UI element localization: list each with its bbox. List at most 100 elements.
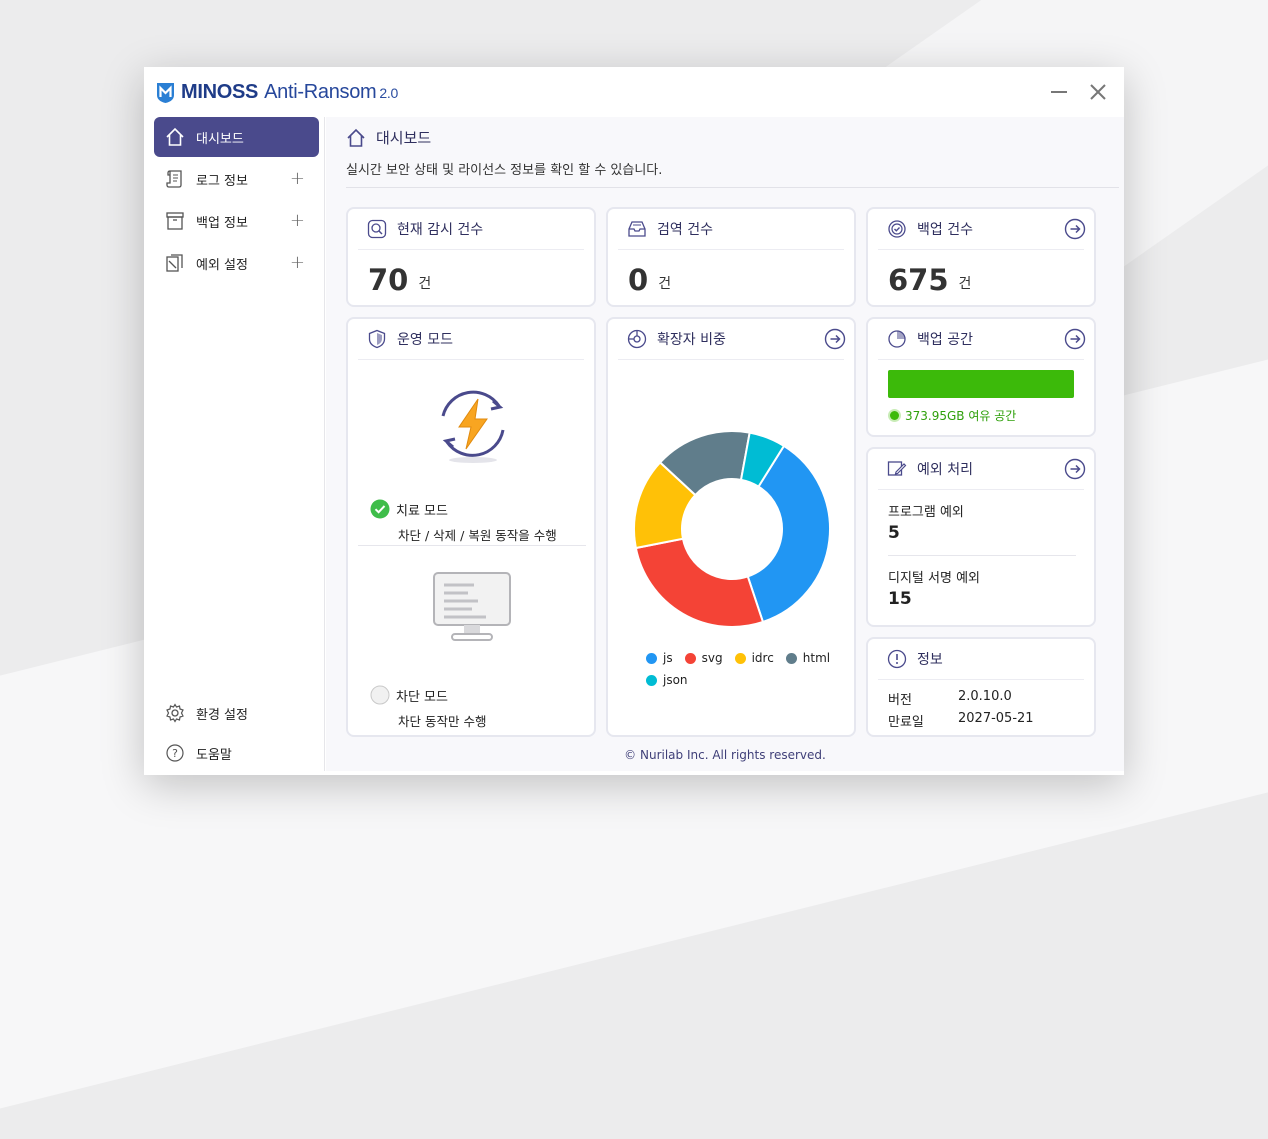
- legend-item-html[interactable]: html: [785, 651, 831, 665]
- sidebar-item-log[interactable]: 로그 정보 +: [154, 159, 319, 199]
- sidebar-item-label: 대시보드: [196, 131, 244, 147]
- block-mode-monitor-icon: [433, 572, 511, 641]
- backup-space-card: 백업 공간 373.95GB 여유 공간: [866, 317, 1096, 437]
- archive-box-icon: [164, 210, 186, 232]
- legend-swatch: [646, 674, 657, 686]
- signature-exception-value: 15: [888, 589, 912, 609]
- minimize-icon[interactable]: [1048, 81, 1070, 103]
- card-title: 확장자 비중: [657, 332, 726, 348]
- legend-swatch: [684, 652, 696, 664]
- legend-label: json: [663, 673, 688, 687]
- title-bar: MINOSS Anti-Ransom 2.0: [144, 67, 1124, 117]
- page-description: 실시간 보안 상태 및 라이선스 정보를 확인 할 수 있습니다.: [346, 163, 663, 178]
- cure-mode-label: 치료 모드: [396, 503, 448, 519]
- log-scroll-icon: [164, 168, 186, 190]
- arrow-right-icon[interactable]: [824, 328, 846, 350]
- card-title: 정보: [917, 652, 943, 668]
- home-icon: [347, 128, 365, 147]
- inbox-tray-icon: [626, 218, 648, 240]
- donut-slice-json[interactable]: [739, 431, 786, 488]
- divider: [358, 545, 586, 546]
- sidebar-item-label: 예외 설정: [196, 257, 248, 273]
- arrow-right-icon[interactable]: [1064, 328, 1086, 350]
- exception-edit-icon: [886, 458, 908, 480]
- card-title: 백업 공간: [917, 332, 973, 348]
- version-label: 버전: [888, 693, 912, 708]
- sidebar-item-backup[interactable]: 백업 정보 +: [154, 201, 319, 241]
- legend-label: js: [663, 651, 673, 665]
- help-icon: ?: [164, 742, 186, 764]
- sidebar-item-dashboard[interactable]: 대시보드: [154, 117, 319, 157]
- legend-item-idrc[interactable]: idrc: [734, 651, 774, 665]
- app-logo: MINOSS Anti-Ransom 2.0: [156, 81, 398, 104]
- donut-slice-js[interactable]: [746, 444, 831, 624]
- page-header: 대시보드: [346, 127, 431, 148]
- extension-ratio-card: 확장자 비중 js svg idrc html json: [606, 317, 856, 737]
- radio-off-icon: [370, 685, 390, 705]
- donut-slice-svg[interactable]: [634, 537, 765, 628]
- free-space-text: 373.95GB 여유 공간: [905, 409, 1017, 423]
- info-icon: [886, 648, 908, 670]
- search-icon: [366, 218, 388, 240]
- sidebar-item-help[interactable]: ? 도움말: [154, 733, 319, 773]
- page-title: 대시보드: [376, 129, 432, 147]
- svg-text:?: ?: [172, 747, 178, 760]
- check-circle-icon: [370, 499, 390, 519]
- legend-label: idrc: [751, 651, 774, 665]
- exception-docs-icon: [164, 252, 186, 274]
- backup-count-value: 675 건: [888, 263, 972, 297]
- sidebar: 대시보드 로그 정보 + 백업 정보 + 예외 설정 +: [144, 117, 325, 771]
- expand-icon[interactable]: +: [289, 168, 305, 189]
- operation-mode-card: 운영 모드 치료 모드 차단 / 삭제 / 복원 동작을 수행: [346, 317, 596, 737]
- copyright-footer: © Nurilab Inc. All rights reserved.: [624, 748, 826, 762]
- card-title: 검역 건수: [657, 222, 713, 238]
- expand-icon[interactable]: +: [289, 210, 305, 231]
- minoss-shield-icon: [157, 82, 174, 103]
- block-mode-option[interactable]: 차단 모드: [370, 685, 448, 705]
- arrow-right-icon[interactable]: [1064, 218, 1086, 240]
- chart-legend: js svg idrc html json: [646, 651, 846, 695]
- divider: [346, 187, 1119, 188]
- monitor-count-card: 현재 감시 건수 70 건: [346, 207, 596, 307]
- app-window: MINOSS Anti-Ransom 2.0 대시보드 로그 정보 +: [144, 67, 1124, 775]
- extension-donut-chart: [633, 430, 831, 628]
- sidebar-item-label: 백업 정보: [196, 215, 248, 231]
- block-mode-label: 차단 모드: [396, 689, 448, 705]
- legend-label: html: [802, 651, 831, 665]
- close-icon[interactable]: [1087, 81, 1109, 103]
- gear-icon: [164, 702, 186, 724]
- card-title: 현재 감시 건수: [397, 222, 484, 238]
- backup-count-card: 백업 건수 675 건: [866, 207, 1096, 307]
- block-mode-description: 차단 동작만 수행: [398, 714, 487, 729]
- home-icon: [164, 126, 186, 148]
- sidebar-item-label: 환경 설정: [196, 707, 248, 723]
- arrow-right-icon[interactable]: [1064, 458, 1086, 480]
- signature-exception-label: 디지털 서명 예외: [888, 571, 980, 586]
- pie-target-icon: [626, 328, 648, 350]
- program-exception-value: 5: [888, 523, 900, 543]
- sidebar-item-label: 도움말: [196, 747, 232, 763]
- expand-icon[interactable]: +: [289, 252, 305, 273]
- exception-card: 예외 처리 프로그램 예외 5 디지털 서명 예외 15: [866, 447, 1096, 627]
- app-brand: MINOSS Anti-Ransom 2.0: [181, 81, 398, 103]
- expire-value: 2027-05-21: [958, 711, 1034, 726]
- legend-swatch: [785, 652, 797, 664]
- legend-item-js[interactable]: js: [646, 651, 673, 665]
- cure-mode-option[interactable]: 치료 모드: [370, 499, 448, 519]
- sidebar-item-settings[interactable]: 환경 설정: [154, 693, 319, 733]
- legend-label: svg: [701, 651, 723, 665]
- program-exception-label: 프로그램 예외: [888, 505, 964, 520]
- legend-item-json[interactable]: json: [646, 673, 688, 687]
- sidebar-item-label: 로그 정보: [196, 173, 248, 189]
- storage-pie-icon: [886, 328, 908, 350]
- cure-mode-illustration-icon: [441, 390, 505, 463]
- shield-icon: [366, 328, 388, 350]
- legend-swatch: [646, 652, 657, 664]
- expire-label: 만료일: [888, 715, 924, 730]
- legend-item-svg[interactable]: svg: [684, 651, 723, 665]
- sidebar-item-exception[interactable]: 예외 설정 +: [154, 243, 319, 283]
- info-card: 정보 버전 2.0.10.0 만료일 2027-05-21: [866, 637, 1096, 737]
- card-title: 운영 모드: [397, 332, 453, 348]
- main-content: 대시보드 실시간 보안 상태 및 라이선스 정보를 확인 할 수 있습니다. 현…: [326, 117, 1124, 771]
